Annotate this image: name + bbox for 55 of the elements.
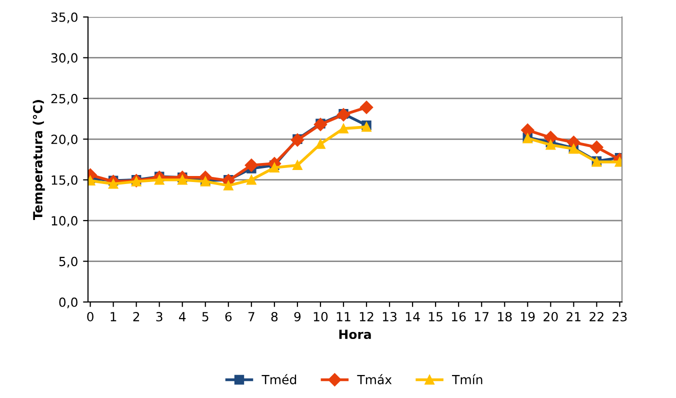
point — [224, 180, 234, 190]
y-tick-label: 20,0 — [51, 134, 78, 146]
x-tick-label: 4 — [179, 312, 186, 322]
x-tick-label: 16 — [452, 312, 466, 322]
x-tick-label: 19 — [521, 312, 535, 322]
legend-label: Tmáx — [357, 374, 392, 384]
x-tick-label: 1 — [110, 312, 116, 322]
x-axis-title: Hora — [339, 330, 371, 340]
x-tick-label: 14 — [406, 312, 420, 322]
x-tick-label: 9 — [294, 312, 301, 322]
point — [546, 140, 556, 150]
point — [314, 118, 328, 132]
point — [338, 124, 348, 134]
x-tick-label: 23 — [612, 312, 627, 322]
y-tick-label: 0,0 — [59, 297, 78, 308]
point — [178, 174, 188, 185]
y-tick-label: 10,0 — [52, 216, 78, 227]
y-tick-label: 5,0 — [59, 256, 78, 268]
legend-label: Tmín — [452, 374, 482, 384]
y-axis-title: Temperatura (°C) — [32, 100, 45, 220]
x-tick-label: 12 — [360, 312, 374, 322]
point — [270, 162, 280, 173]
point — [590, 140, 604, 154]
point — [246, 174, 256, 185]
x-tick-label: 0 — [87, 312, 94, 322]
x-tick-label: 11 — [336, 312, 350, 322]
x-tick-label: 5 — [202, 312, 208, 322]
point — [108, 179, 118, 189]
x-tick-label: 17 — [475, 312, 488, 322]
point — [316, 139, 326, 149]
point — [336, 108, 350, 122]
x-tick-label: 2 — [133, 312, 140, 322]
point — [292, 160, 302, 170]
x-tick-label: 22 — [590, 312, 604, 322]
x-tick-label: 7 — [248, 312, 254, 322]
y-tick-label: 25,0 — [51, 94, 78, 105]
point — [360, 100, 374, 114]
x-tick-label: 10 — [314, 312, 328, 322]
y-tick-label: 35,0 — [51, 12, 78, 24]
point — [154, 174, 164, 185]
y-tick-label: 30,0 — [51, 53, 78, 64]
x-tick-label: 6 — [225, 312, 232, 322]
x-tick-label: 18 — [498, 312, 512, 322]
point — [521, 124, 534, 137]
x-tick-label: 3 — [156, 312, 162, 322]
point — [290, 133, 304, 147]
legend-label: Tméd — [262, 374, 296, 384]
x-tick-label: 15 — [428, 312, 442, 322]
point — [544, 130, 558, 144]
x-tick-label: 20 — [544, 312, 558, 322]
x-tick-label: 21 — [566, 312, 580, 322]
y-tick-label: 15,0 — [52, 175, 78, 186]
point — [244, 158, 258, 172]
x-tick-label: 13 — [382, 312, 396, 322]
x-tick-label: 8 — [271, 312, 278, 322]
